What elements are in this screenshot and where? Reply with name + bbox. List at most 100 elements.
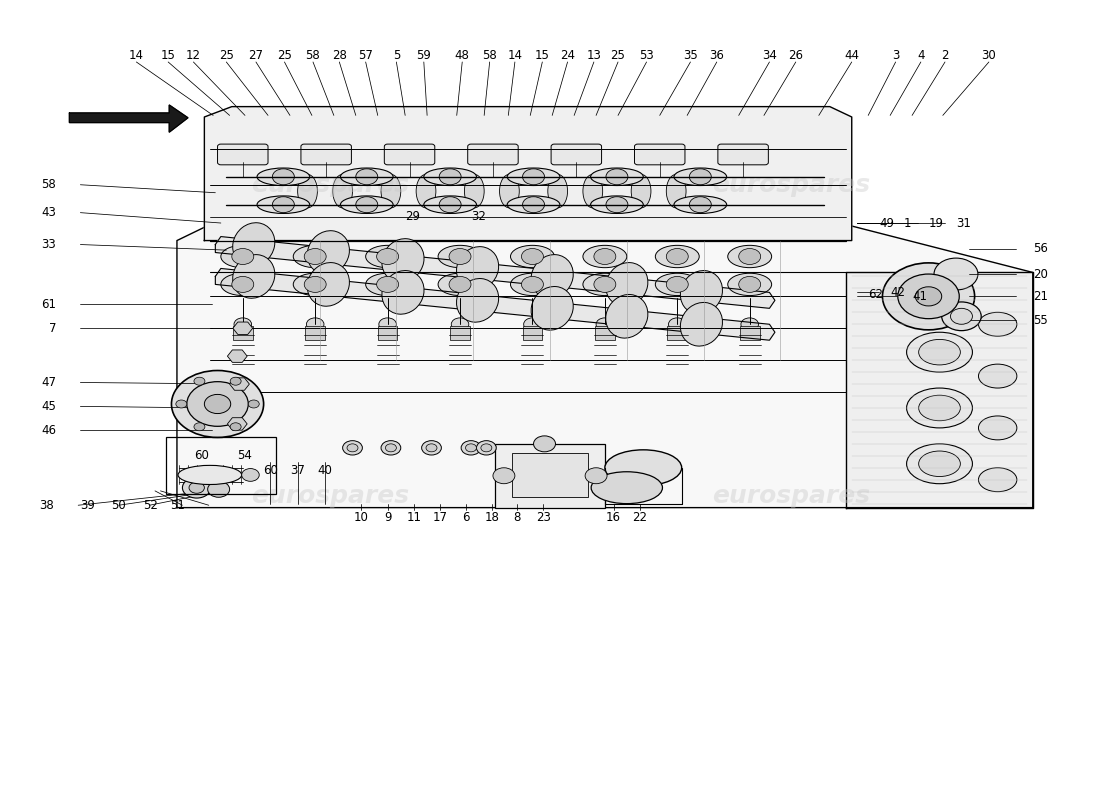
Text: 48: 48 bbox=[454, 49, 470, 62]
Text: 24: 24 bbox=[560, 49, 575, 62]
Circle shape bbox=[667, 277, 689, 292]
Text: 54: 54 bbox=[238, 450, 252, 462]
Text: 10: 10 bbox=[354, 511, 368, 525]
Circle shape bbox=[493, 468, 515, 484]
Ellipse shape bbox=[591, 168, 644, 186]
Bar bbox=[450, 326, 470, 340]
Text: 55: 55 bbox=[1033, 314, 1047, 326]
Ellipse shape bbox=[680, 270, 723, 314]
Text: 26: 26 bbox=[789, 49, 803, 62]
Circle shape bbox=[606, 169, 628, 185]
Ellipse shape bbox=[464, 174, 484, 208]
Text: eurospares: eurospares bbox=[713, 173, 870, 197]
Circle shape bbox=[205, 394, 231, 414]
Text: 43: 43 bbox=[42, 206, 56, 219]
Ellipse shape bbox=[382, 238, 424, 282]
Text: 3: 3 bbox=[892, 49, 900, 62]
Text: 46: 46 bbox=[42, 424, 56, 437]
Circle shape bbox=[439, 169, 461, 185]
Text: 51: 51 bbox=[169, 498, 185, 512]
Text: 61: 61 bbox=[42, 298, 56, 311]
Circle shape bbox=[355, 169, 377, 185]
Circle shape bbox=[449, 249, 471, 265]
Bar bbox=[595, 326, 615, 340]
Ellipse shape bbox=[416, 174, 436, 208]
Text: 11: 11 bbox=[406, 511, 421, 525]
Circle shape bbox=[950, 308, 972, 324]
Circle shape bbox=[426, 444, 437, 452]
Text: 50: 50 bbox=[111, 498, 125, 512]
FancyBboxPatch shape bbox=[635, 144, 685, 165]
Ellipse shape bbox=[906, 388, 972, 428]
Text: 29: 29 bbox=[405, 210, 420, 223]
Text: 38: 38 bbox=[40, 498, 54, 512]
Text: 58: 58 bbox=[306, 49, 320, 62]
Ellipse shape bbox=[728, 274, 771, 295]
Ellipse shape bbox=[507, 168, 560, 186]
Ellipse shape bbox=[918, 451, 960, 477]
Circle shape bbox=[898, 274, 959, 318]
Bar bbox=[740, 326, 760, 340]
Ellipse shape bbox=[257, 168, 310, 186]
Circle shape bbox=[342, 441, 362, 455]
Polygon shape bbox=[230, 378, 250, 390]
Text: 62: 62 bbox=[868, 288, 883, 302]
Circle shape bbox=[606, 197, 628, 213]
Circle shape bbox=[232, 277, 254, 292]
Text: 19: 19 bbox=[928, 217, 944, 230]
Text: 5: 5 bbox=[393, 49, 400, 62]
Ellipse shape bbox=[674, 196, 727, 214]
Circle shape bbox=[183, 478, 211, 498]
Polygon shape bbox=[228, 350, 248, 362]
Text: 52: 52 bbox=[143, 498, 158, 512]
Text: 47: 47 bbox=[42, 376, 56, 389]
Circle shape bbox=[585, 468, 607, 484]
Ellipse shape bbox=[656, 246, 700, 268]
Circle shape bbox=[522, 197, 544, 213]
Text: 34: 34 bbox=[762, 49, 777, 62]
Circle shape bbox=[690, 197, 712, 213]
Text: 58: 58 bbox=[482, 49, 497, 62]
Text: 39: 39 bbox=[80, 498, 95, 512]
Circle shape bbox=[232, 249, 254, 265]
Bar bbox=[233, 326, 253, 340]
Circle shape bbox=[346, 444, 358, 452]
Text: 36: 36 bbox=[710, 49, 724, 62]
Text: 9: 9 bbox=[384, 511, 392, 525]
Ellipse shape bbox=[979, 364, 1016, 388]
FancyBboxPatch shape bbox=[301, 144, 351, 165]
Text: 31: 31 bbox=[956, 217, 971, 230]
Text: 25: 25 bbox=[277, 49, 292, 62]
Text: 22: 22 bbox=[632, 511, 648, 525]
Ellipse shape bbox=[667, 174, 686, 208]
Ellipse shape bbox=[583, 174, 603, 208]
Text: 20: 20 bbox=[1033, 267, 1047, 281]
Ellipse shape bbox=[583, 274, 627, 295]
FancyBboxPatch shape bbox=[468, 144, 518, 165]
Text: 2: 2 bbox=[942, 49, 948, 62]
Text: 28: 28 bbox=[332, 49, 346, 62]
Circle shape bbox=[521, 249, 543, 265]
Circle shape bbox=[690, 169, 712, 185]
Text: 12: 12 bbox=[186, 49, 201, 62]
Circle shape bbox=[521, 277, 543, 292]
Circle shape bbox=[381, 441, 400, 455]
Ellipse shape bbox=[606, 262, 648, 306]
Text: 14: 14 bbox=[129, 49, 144, 62]
Ellipse shape bbox=[307, 230, 350, 274]
Ellipse shape bbox=[294, 274, 337, 295]
Circle shape bbox=[230, 378, 241, 385]
Circle shape bbox=[189, 482, 205, 494]
Polygon shape bbox=[846, 273, 1033, 508]
Text: 25: 25 bbox=[610, 49, 626, 62]
FancyBboxPatch shape bbox=[384, 144, 434, 165]
Circle shape bbox=[942, 302, 981, 330]
Circle shape bbox=[273, 197, 295, 213]
Ellipse shape bbox=[583, 246, 627, 268]
Ellipse shape bbox=[605, 450, 682, 486]
Text: 23: 23 bbox=[536, 511, 551, 525]
Bar bbox=[495, 444, 605, 508]
Circle shape bbox=[465, 444, 476, 452]
Ellipse shape bbox=[979, 468, 1016, 492]
Text: 35: 35 bbox=[683, 49, 697, 62]
